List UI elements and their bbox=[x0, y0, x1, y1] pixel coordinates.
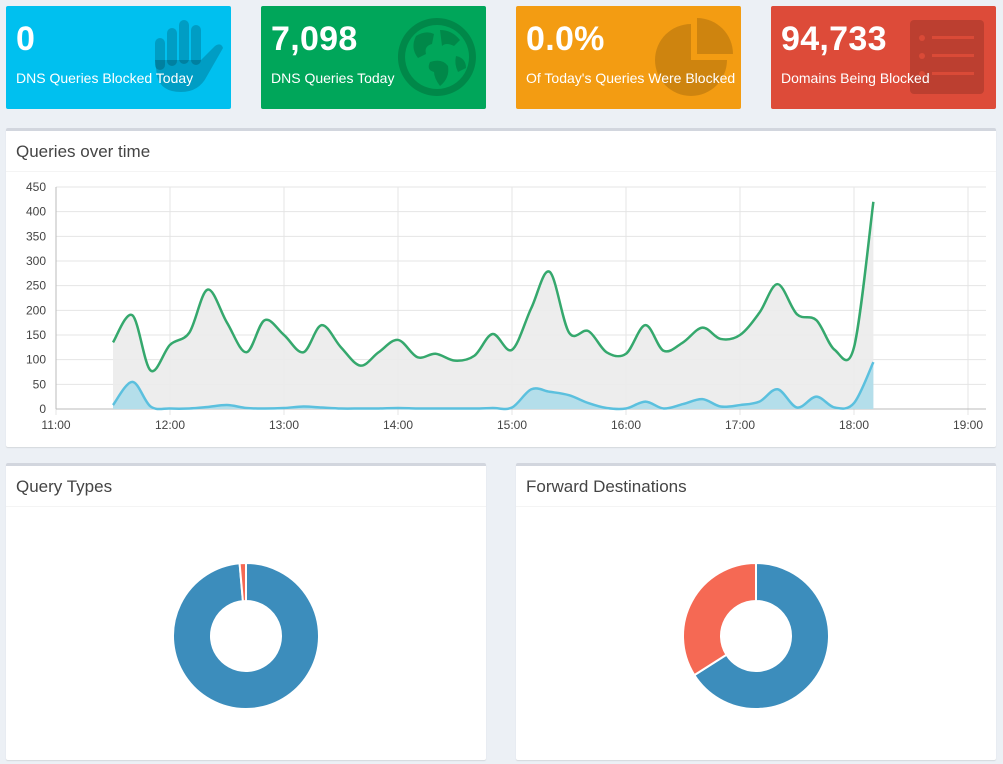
forward-destinations-donut-chart bbox=[682, 561, 830, 710]
x-tick-label: 13:00 bbox=[269, 418, 299, 432]
x-tick-label: 11:00 bbox=[41, 418, 70, 432]
x-tick-label: 12:00 bbox=[155, 418, 185, 432]
percent-label: Of Today's Queries Were Blocked bbox=[526, 70, 736, 86]
x-tick-label: 18:00 bbox=[839, 418, 869, 432]
y-tick-label: 50 bbox=[33, 377, 47, 391]
donut-slice-0 bbox=[692, 561, 830, 710]
panel-title: Forward Destinations bbox=[526, 477, 687, 496]
x-tick-label: 17:00 bbox=[725, 418, 755, 432]
donut-slice-1 bbox=[682, 561, 757, 677]
donut-slice-1 bbox=[238, 561, 247, 603]
queries-over-time-panel: Queries over time 0 50 100 150 200 250 300 350 4… bbox=[6, 128, 996, 447]
donut-slice-0 bbox=[172, 561, 320, 710]
x-tick-label: 14:00 bbox=[383, 418, 413, 432]
y-tick-label: 300 bbox=[26, 254, 46, 268]
y-tick-label: 200 bbox=[26, 303, 46, 317]
panel-divider bbox=[6, 171, 996, 172]
series-line-1 bbox=[111, 361, 875, 411]
y-tick-label: 450 bbox=[26, 180, 46, 194]
domains-count: 94,733 bbox=[781, 20, 887, 58]
blocked-label: DNS Queries Blocked Today bbox=[16, 70, 194, 86]
query-types-panel: Query Types bbox=[6, 463, 486, 760]
y-tick-label: 350 bbox=[26, 229, 46, 243]
series-line-0 bbox=[111, 201, 875, 373]
pie-chart-icon bbox=[655, 18, 733, 96]
queries-label: DNS Queries Today bbox=[271, 70, 395, 86]
stat-box-percent: 0.0% Of Today's Queries Were Blocked bbox=[516, 6, 741, 109]
y-tick-label: 150 bbox=[26, 328, 46, 342]
x-tick-label: 19:00 bbox=[953, 418, 983, 432]
hand-icon bbox=[155, 20, 223, 92]
stat-box-blocked: 0 DNS Queries Blocked Today bbox=[6, 6, 231, 109]
panel-title: Queries over time bbox=[16, 142, 151, 161]
domains-label: Domains Being Blocked bbox=[781, 70, 930, 86]
percent-value: 0.0% bbox=[526, 20, 605, 58]
x-tick-label: 16:00 bbox=[611, 418, 641, 432]
series-area-0 bbox=[113, 201, 874, 409]
globe-icon bbox=[397, 18, 476, 96]
blocked-count: 0 bbox=[16, 20, 36, 58]
stat-box-domains: 94,733 Domains Being Blocked bbox=[771, 6, 996, 109]
y-tick-label: 0 bbox=[39, 402, 46, 416]
y-tick-label: 400 bbox=[26, 205, 46, 219]
y-tick-label: 100 bbox=[26, 353, 46, 367]
stat-box-queries: 7,098 DNS Queries Today bbox=[261, 6, 486, 109]
queries-line-chart: 0 50 100 150 200 250 300 350 400 450 11:00 12:00 13:… bbox=[26, 180, 986, 432]
panel-divider bbox=[6, 506, 486, 507]
queries-count: 7,098 bbox=[271, 20, 358, 58]
y-tick-label: 250 bbox=[26, 279, 46, 293]
query-types-donut-chart bbox=[172, 561, 320, 710]
panel-divider bbox=[516, 506, 996, 507]
list-icon bbox=[910, 20, 984, 94]
panel-title: Query Types bbox=[16, 477, 113, 496]
x-tick-label: 15:00 bbox=[497, 418, 527, 432]
forward-destinations-panel: Forward Destinations bbox=[516, 463, 996, 760]
